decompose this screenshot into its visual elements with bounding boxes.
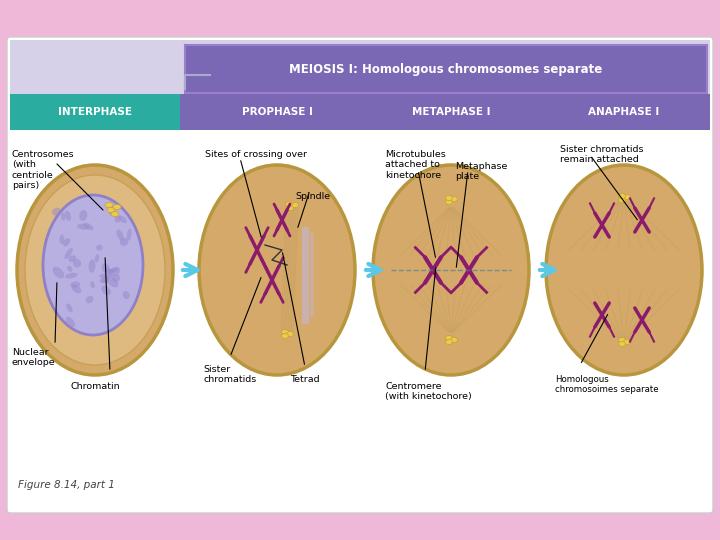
Text: Sites of crossing over: Sites of crossing over <box>205 150 307 159</box>
Text: Sister chromatids
remain attached: Sister chromatids remain attached <box>560 145 644 164</box>
Text: PROPHASE I: PROPHASE I <box>242 107 312 117</box>
Ellipse shape <box>107 207 115 213</box>
Text: Centromere
(with kinetochore): Centromere (with kinetochore) <box>385 382 472 401</box>
Ellipse shape <box>109 206 114 215</box>
Ellipse shape <box>109 267 120 273</box>
FancyBboxPatch shape <box>185 45 707 93</box>
Ellipse shape <box>68 255 76 262</box>
Text: Microtubules
attached to
kinetochore: Microtubules attached to kinetochore <box>385 150 446 180</box>
Ellipse shape <box>99 273 112 278</box>
Ellipse shape <box>96 245 103 251</box>
Text: INTERPHASE: INTERPHASE <box>58 107 132 117</box>
Ellipse shape <box>107 276 119 287</box>
Ellipse shape <box>67 266 73 272</box>
Ellipse shape <box>286 201 292 206</box>
Ellipse shape <box>63 238 71 246</box>
Ellipse shape <box>446 340 452 345</box>
Ellipse shape <box>99 279 107 284</box>
Ellipse shape <box>53 267 64 278</box>
Ellipse shape <box>107 268 120 276</box>
Text: METAPHASE I: METAPHASE I <box>412 107 490 117</box>
Ellipse shape <box>282 329 289 334</box>
Ellipse shape <box>618 338 626 342</box>
Ellipse shape <box>77 224 89 230</box>
Ellipse shape <box>292 202 299 207</box>
Ellipse shape <box>112 274 120 282</box>
Ellipse shape <box>119 215 127 224</box>
Ellipse shape <box>52 208 62 216</box>
FancyBboxPatch shape <box>10 94 180 130</box>
Ellipse shape <box>86 296 94 303</box>
Ellipse shape <box>102 286 111 295</box>
Ellipse shape <box>282 334 289 339</box>
Ellipse shape <box>61 213 66 221</box>
Ellipse shape <box>451 338 457 342</box>
Ellipse shape <box>105 202 113 207</box>
Text: Figure 8.14, part 1: Figure 8.14, part 1 <box>18 480 115 490</box>
Ellipse shape <box>102 276 109 284</box>
Ellipse shape <box>90 281 95 288</box>
Text: Spindle: Spindle <box>295 192 330 201</box>
FancyBboxPatch shape <box>7 37 713 513</box>
Ellipse shape <box>117 230 124 240</box>
Ellipse shape <box>102 264 110 273</box>
Ellipse shape <box>43 195 143 335</box>
Ellipse shape <box>113 205 121 210</box>
Text: Metaphase
plate: Metaphase plate <box>455 162 508 181</box>
Ellipse shape <box>60 234 64 244</box>
Ellipse shape <box>83 222 94 230</box>
Ellipse shape <box>114 215 122 222</box>
FancyBboxPatch shape <box>10 40 710 100</box>
Ellipse shape <box>95 254 99 262</box>
Text: Centrosomes
(with
centriole
pairs): Centrosomes (with centriole pairs) <box>12 150 75 190</box>
Ellipse shape <box>89 259 96 273</box>
Ellipse shape <box>624 194 631 199</box>
Ellipse shape <box>199 165 355 375</box>
Text: Nuclear
envelope: Nuclear envelope <box>12 348 55 367</box>
Ellipse shape <box>65 211 71 221</box>
Ellipse shape <box>446 195 452 200</box>
Ellipse shape <box>71 285 81 293</box>
Ellipse shape <box>71 281 81 288</box>
Ellipse shape <box>64 248 73 259</box>
Ellipse shape <box>451 197 457 201</box>
Ellipse shape <box>624 340 631 345</box>
Ellipse shape <box>618 198 626 202</box>
Ellipse shape <box>446 335 452 341</box>
Ellipse shape <box>373 165 529 375</box>
Ellipse shape <box>65 273 78 279</box>
Ellipse shape <box>111 212 119 217</box>
Ellipse shape <box>287 332 294 336</box>
Ellipse shape <box>287 206 294 211</box>
Ellipse shape <box>618 341 626 347</box>
Ellipse shape <box>446 199 452 205</box>
Text: Homologous
chromosoimes separate: Homologous chromosoimes separate <box>555 375 659 394</box>
Ellipse shape <box>66 317 75 328</box>
FancyBboxPatch shape <box>10 94 710 130</box>
Ellipse shape <box>25 175 165 365</box>
Ellipse shape <box>73 259 81 267</box>
Ellipse shape <box>106 268 114 273</box>
Ellipse shape <box>66 303 73 312</box>
Ellipse shape <box>618 193 626 199</box>
Ellipse shape <box>79 210 87 221</box>
Text: Chromatin: Chromatin <box>70 382 120 391</box>
Ellipse shape <box>17 165 173 375</box>
Ellipse shape <box>120 238 128 246</box>
Text: Sister
chromatids: Sister chromatids <box>203 365 256 384</box>
Ellipse shape <box>127 228 132 241</box>
Text: MEIOSIS I: Homologous chromosomes separate: MEIOSIS I: Homologous chromosomes separa… <box>289 63 603 76</box>
Text: Tetrad: Tetrad <box>290 375 320 384</box>
Ellipse shape <box>122 291 130 299</box>
Text: ANAPHASE I: ANAPHASE I <box>588 107 660 117</box>
Ellipse shape <box>546 165 702 375</box>
